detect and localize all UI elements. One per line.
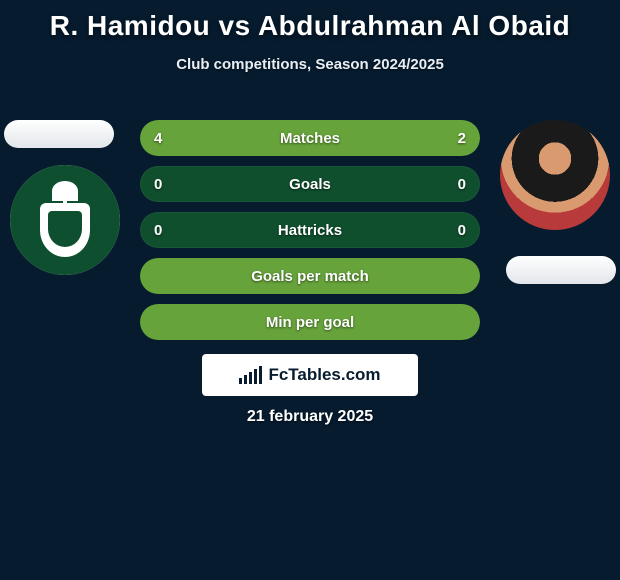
stat-label: Goals [140, 166, 480, 202]
stat-value-right: 2 [444, 120, 480, 156]
branding-badge[interactable]: FcTables.com [202, 354, 418, 396]
stat-label: Hattricks [140, 212, 480, 248]
stat-row-min-per-goal: Min per goal [140, 304, 480, 340]
stat-row-matches: 4 Matches 2 [140, 120, 480, 156]
stat-value-right: 0 [444, 212, 480, 248]
team-badge-icon [10, 165, 120, 275]
date-label: 21 february 2025 [0, 408, 620, 426]
player1-avatar[interactable] [10, 165, 120, 275]
stat-row-goals-per-match: Goals per match [140, 258, 480, 294]
page-title: R. Hamidou vs Abdulrahman Al Obaid [0, 0, 620, 42]
stat-label: Min per goal [140, 304, 480, 340]
stat-rows: 4 Matches 2 0 Goals 0 0 Hattricks 0 Goal… [140, 120, 480, 350]
player-photo [500, 120, 610, 230]
stat-label: Matches [140, 120, 480, 156]
player2-avatar[interactable] [500, 120, 610, 230]
stat-value-right: 0 [444, 166, 480, 202]
stat-row-goals: 0 Goals 0 [140, 166, 480, 202]
stat-row-hattricks: 0 Hattricks 0 [140, 212, 480, 248]
bars-icon [239, 366, 262, 384]
player1-form-pill [4, 120, 114, 148]
branding-text: FcTables.com [268, 365, 380, 385]
stat-label: Goals per match [140, 258, 480, 294]
player2-form-pill [506, 256, 616, 284]
subtitle: Club competitions, Season 2024/2025 [0, 56, 620, 73]
